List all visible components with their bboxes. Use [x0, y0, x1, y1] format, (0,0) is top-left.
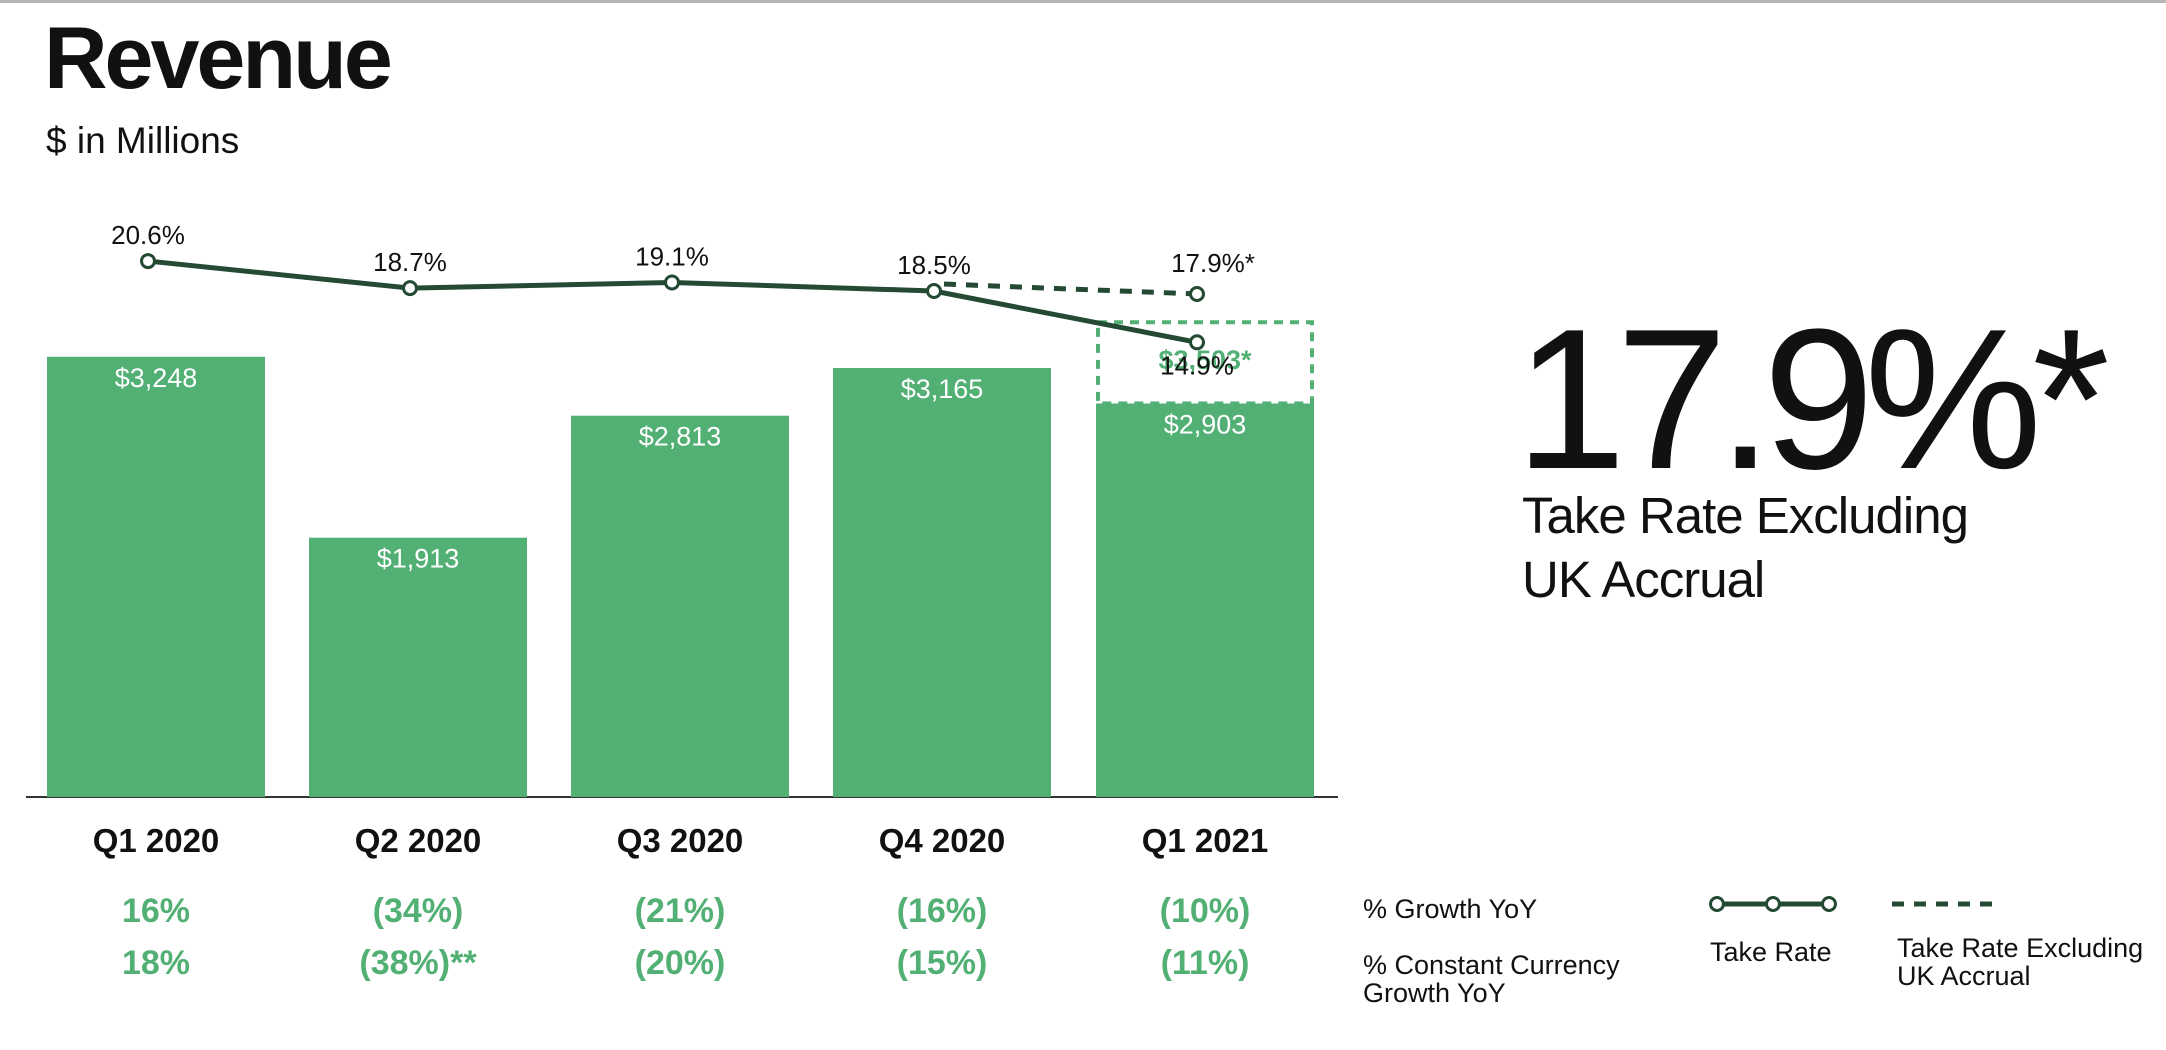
- x-tick-label: Q3 2020: [617, 822, 744, 859]
- x-tick-label: Q1 2021: [1142, 822, 1269, 859]
- take-rate-label: 19.1%: [635, 241, 709, 271]
- take-rate-point: [926, 283, 942, 299]
- take-rate-point: [664, 274, 680, 291]
- legend-take-rate-ex-uk-label: Take Rate Excluding UK Accrual: [1897, 933, 2144, 991]
- take-rate-point: [1189, 334, 1205, 351]
- legend-take-rate-icon: [1709, 896, 1837, 912]
- take-rate-label: 18.7%: [373, 247, 447, 277]
- growth-yoy-value: (10%): [1160, 892, 1251, 930]
- revenue-bar: [833, 368, 1051, 797]
- bar-value-label: $3,165: [901, 374, 984, 404]
- constant-currency-value: (11%): [1161, 944, 1250, 982]
- revenue-bar: [571, 415, 789, 797]
- kpi-value: 17.9%*: [1515, 288, 2110, 511]
- take-rate-ex-uk-label: 17.9%*: [1171, 248, 1255, 278]
- take-rate-point: [140, 253, 156, 270]
- legend-growth-label: % Growth YoY: [1363, 894, 1538, 924]
- take-rate-label: 20.6%: [111, 220, 185, 250]
- bar-ex-uk-label: $3,503*: [1158, 345, 1252, 375]
- constant-currency-value: (15%): [897, 944, 988, 982]
- take-rate-label: 14.9%: [1160, 350, 1234, 380]
- page-title: Revenue: [44, 8, 393, 107]
- legend-take-rate-label: Take Rate: [1710, 937, 1832, 967]
- revenue-bar: [1096, 403, 1314, 797]
- x-tick-label: Q4 2020: [879, 822, 1006, 859]
- growth-yoy-value: (34%): [373, 892, 464, 930]
- take-rate-point: [402, 280, 418, 297]
- page-subtitle: $ in Millions: [46, 120, 240, 161]
- bar-value-label: $3,248: [115, 363, 198, 393]
- take-rate-ex-uk-line: [943, 281, 1198, 297]
- take-rate-label: 18.5%: [897, 250, 971, 280]
- x-tick-label: Q1 2020: [93, 822, 220, 859]
- x-tick-label: Q2 2020: [355, 822, 482, 859]
- constant-currency-value: (38%)**: [359, 944, 477, 982]
- top-rule: [0, 0, 2166, 3]
- legend-take-rate-ex-uk-icon: [1892, 901, 2002, 907]
- bar-value-label: $2,903: [1164, 410, 1247, 440]
- bar-value-label: $1,913: [377, 544, 460, 574]
- growth-yoy-value: (16%): [897, 892, 988, 930]
- take-rate-ex-uk-point: [1189, 286, 1205, 302]
- constant-currency-value: 18%: [122, 944, 190, 982]
- take-rate-line: [147, 258, 1198, 345]
- growth-yoy-value: 16%: [122, 892, 190, 930]
- constant-currency-value: (20%): [635, 944, 726, 982]
- bar-value-label: $2,813: [639, 422, 722, 452]
- kpi-label: Take Rate Excluding UK Accrual: [1522, 487, 1969, 608]
- legend-constant-currency-label: % Constant Currency Growth YoY: [1363, 950, 1620, 1008]
- revenue-bar: [47, 356, 265, 797]
- growth-yoy-value: (21%): [635, 892, 726, 930]
- revenue-bar: [309, 537, 527, 797]
